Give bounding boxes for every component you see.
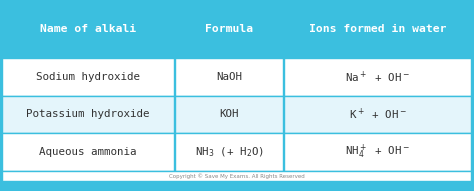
Text: Name of alkali: Name of alkali — [40, 24, 137, 34]
Text: Na$^+$ + OH$^-$: Na$^+$ + OH$^-$ — [346, 69, 410, 85]
Text: NaOH: NaOH — [217, 72, 242, 82]
Bar — [175, 58, 283, 96]
Text: Sodium hydroxide: Sodium hydroxide — [36, 72, 140, 82]
Text: Potassium hydroxide: Potassium hydroxide — [27, 109, 150, 119]
Bar — [2, 0, 174, 58]
Bar — [284, 58, 471, 96]
Text: KOH: KOH — [219, 109, 239, 119]
Text: NH$_3$ (+ H$_2$O): NH$_3$ (+ H$_2$O) — [195, 145, 264, 159]
Text: Ions formed in water: Ions formed in water — [309, 24, 447, 34]
Text: Aqueous ammonia: Aqueous ammonia — [39, 147, 137, 157]
Text: Formula: Formula — [205, 24, 254, 34]
Bar — [284, 133, 471, 171]
Bar — [2, 133, 174, 171]
Bar — [175, 133, 283, 171]
Bar — [284, 0, 471, 58]
Bar — [175, 0, 283, 58]
Bar — [2, 58, 174, 96]
Text: NH$_4^+$ + OH$^-$: NH$_4^+$ + OH$^-$ — [346, 143, 410, 161]
Bar — [2, 171, 471, 181]
Bar — [175, 96, 283, 133]
Text: K$^+$ + OH$^-$: K$^+$ + OH$^-$ — [349, 107, 407, 122]
Text: Copyright © Save My Exams. All Rights Reserved: Copyright © Save My Exams. All Rights Re… — [169, 173, 305, 179]
Bar — [2, 96, 174, 133]
Bar — [284, 96, 471, 133]
